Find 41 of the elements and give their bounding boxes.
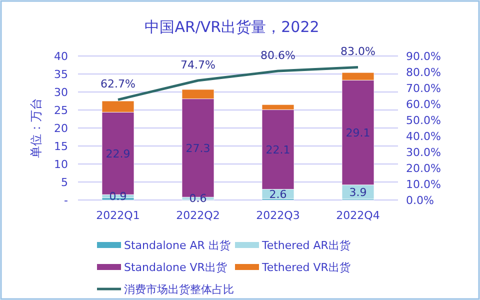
data-label: 80.6% bbox=[260, 49, 296, 62]
y2-tick-label: 60.0% bbox=[406, 98, 441, 111]
y2-tick-label: 80.0% bbox=[406, 66, 441, 79]
y2-tick-label: 70.0% bbox=[406, 82, 441, 95]
legend-label: Tethered VR出货 bbox=[261, 261, 350, 274]
chart-title: 中国AR/VR出货量，2022 bbox=[144, 18, 320, 36]
legend-label: Tethered AR出货 bbox=[261, 239, 350, 252]
y-tick-label: 10 bbox=[54, 158, 68, 171]
y-tick-label: 20 bbox=[54, 122, 68, 135]
data-label: 83.0% bbox=[340, 45, 376, 58]
y2-tick-label: 20.0% bbox=[406, 162, 441, 175]
y2-tick-label: 50.0% bbox=[406, 114, 441, 127]
y-tick-label: - bbox=[64, 194, 68, 207]
legend-label: Standalone VR出货 bbox=[124, 261, 227, 274]
data-label: 74.7% bbox=[180, 58, 216, 72]
y2-tick-label: 0.0% bbox=[406, 194, 434, 207]
data-label: 27.3 bbox=[186, 142, 210, 155]
data-label: 22.9 bbox=[106, 147, 130, 160]
data-label: 0.9 bbox=[109, 190, 127, 204]
y-tick-label: 25 bbox=[54, 104, 68, 117]
y2-tick-label: 10.0% bbox=[406, 178, 441, 191]
y-tick-label: 5 bbox=[61, 176, 68, 189]
y2-tick-label: 40.0% bbox=[406, 130, 441, 143]
data-label: 22.1 bbox=[266, 143, 290, 156]
x-tick-label: 2022Q3 bbox=[256, 209, 300, 222]
legend-label: Standalone AR 出货 bbox=[124, 239, 230, 252]
y2-tick-label: 30.0% bbox=[406, 146, 441, 159]
x-tick-label: 2022Q4 bbox=[336, 209, 380, 222]
data-label: 2.6 bbox=[269, 188, 287, 201]
legend-label: 消费市场出货整体占比 bbox=[124, 283, 234, 296]
y-tick-label: 35 bbox=[54, 68, 68, 81]
y-tick-label: 30 bbox=[54, 86, 68, 99]
x-tick-label: 2022Q2 bbox=[176, 209, 220, 222]
data-label: 62.7% bbox=[100, 78, 136, 91]
data-label: 29.1 bbox=[346, 126, 370, 140]
y2-tick-label: 90.0% bbox=[406, 50, 441, 63]
y-tick-label: 40 bbox=[54, 50, 68, 63]
data-label: 3.9 bbox=[349, 186, 367, 199]
y-axis-title: 单位：万台 bbox=[29, 98, 43, 158]
x-tick-label: 2022Q1 bbox=[96, 209, 140, 222]
y-tick-label: 15 bbox=[54, 140, 68, 153]
